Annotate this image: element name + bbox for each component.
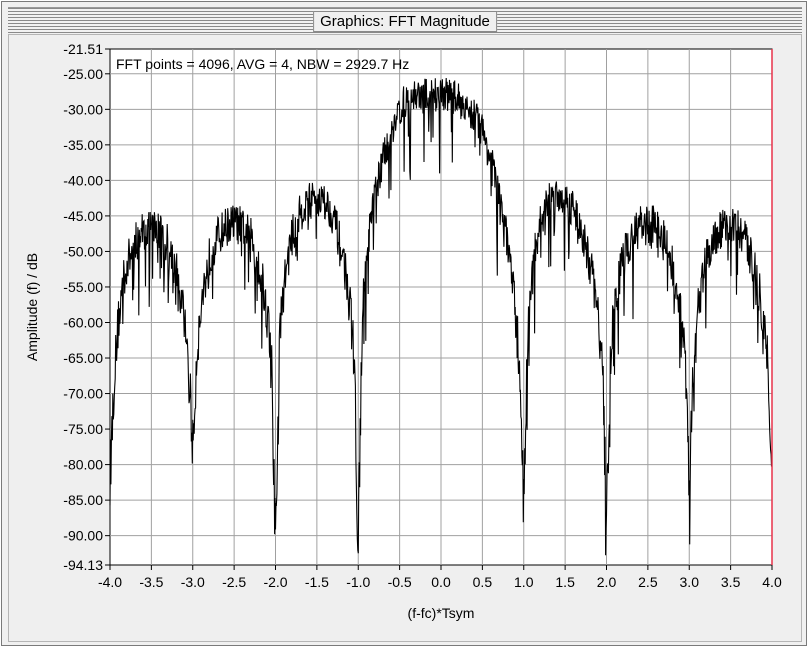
y-tick-label: -30.00	[63, 101, 103, 117]
x-tick-label: -1.0	[346, 574, 370, 590]
x-tick-label: -3.5	[139, 574, 163, 590]
x-tick-label: -1.5	[305, 574, 329, 590]
x-tick-label: 0.0	[431, 574, 451, 590]
y-tick-label: -21.51	[63, 41, 103, 57]
x-tick-label: 0.5	[473, 574, 493, 590]
y-tick-label: -50.00	[63, 243, 103, 259]
y-tick-label: -60.00	[63, 314, 103, 330]
x-tick-label: -2.5	[222, 574, 246, 590]
y-tick-label: -45.00	[63, 208, 103, 224]
x-tick-label: -2.0	[263, 574, 287, 590]
y-tick-label: -80.00	[63, 457, 103, 473]
x-tick-label: 1.5	[555, 574, 575, 590]
y-tick-label: -94.13	[63, 557, 103, 573]
x-tick-label: 3.0	[680, 574, 700, 590]
x-tick-label: 1.0	[514, 574, 534, 590]
x-axis-title: (f-fc)*Tsym	[408, 605, 475, 621]
x-tick-label: 2.5	[638, 574, 658, 590]
window-title: Graphics: FFT Magnitude	[313, 11, 497, 32]
x-tick-label: -3.0	[181, 574, 205, 590]
y-tick-label: -65.00	[63, 350, 103, 366]
y-tick-label: -40.00	[63, 172, 103, 188]
y-tick-label: -90.00	[63, 528, 103, 544]
axis-ticks: -21.51 -25.00 -30.00 -35.00 -40.00 -45.00 -50.…	[63, 41, 782, 590]
x-tick-label: -4.0	[98, 574, 122, 590]
grid	[109, 48, 773, 566]
y-axis-title: Amplitude (f) / dB	[24, 253, 40, 361]
fft-annotation: FFT points = 4096, AVG = 4, NBW = 2929.7…	[116, 56, 409, 72]
y-tick-label: -55.00	[63, 279, 103, 295]
x-tick-label: 4.0	[762, 574, 782, 590]
window-titlebar[interactable]: Graphics: FFT Magnitude	[8, 7, 802, 33]
series-line-0	[109, 77, 773, 556]
y-tick-label: -75.00	[63, 421, 103, 437]
x-tick-label: 3.5	[721, 574, 741, 590]
y-tick-label: -25.00	[63, 66, 103, 82]
x-tick-label: -0.5	[388, 574, 412, 590]
x-tick-label: 2.0	[597, 574, 617, 590]
plot-layer	[109, 77, 773, 556]
y-tick-label: -70.00	[63, 386, 103, 402]
y-tick-label: -35.00	[63, 137, 103, 153]
y-tick-label: -85.00	[63, 492, 103, 508]
